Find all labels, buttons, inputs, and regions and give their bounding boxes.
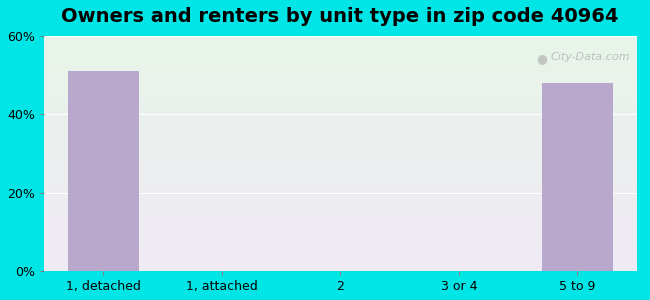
Text: City-Data.com: City-Data.com xyxy=(551,52,630,62)
Bar xyxy=(541,83,613,271)
Bar xyxy=(68,71,138,271)
Text: ●: ● xyxy=(536,52,547,65)
Title: Owners and renters by unit type in zip code 40964: Owners and renters by unit type in zip c… xyxy=(62,7,619,26)
